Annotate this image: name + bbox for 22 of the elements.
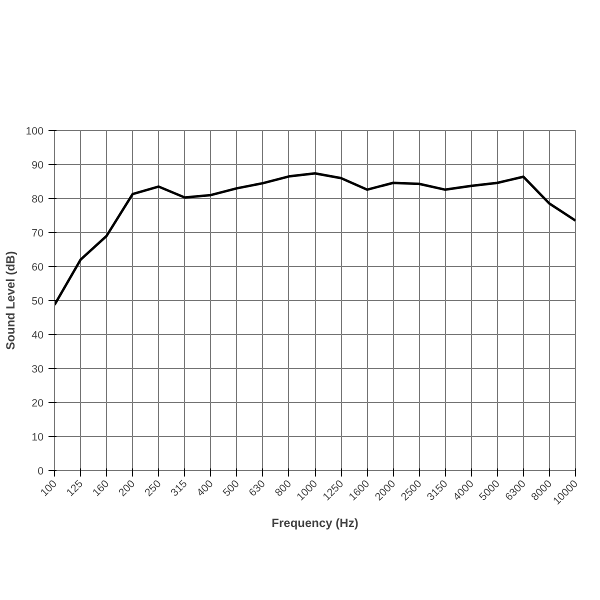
x-tick-label: 630: [246, 478, 268, 500]
y-tick-label: 80: [32, 194, 44, 206]
x-tick-label: 400: [194, 478, 216, 500]
x-tick-label: 315: [168, 478, 190, 500]
y-tick-label: 60: [32, 262, 44, 274]
y-tick-label: 70: [32, 228, 44, 240]
x-axis-title: Frequency (Hz): [272, 516, 358, 530]
y-tick-label: 10: [32, 432, 44, 444]
y-tick-label: 50: [32, 296, 44, 308]
y-tick-label: 40: [32, 330, 44, 342]
x-tick-label: 200: [116, 478, 138, 500]
x-tick-label: 125: [64, 478, 86, 500]
x-tick-label: 800: [272, 478, 294, 500]
x-tick-label: 250: [142, 478, 164, 500]
y-tick-label: 90: [32, 160, 44, 172]
y-tick-label: 100: [26, 126, 44, 138]
y-tick-label: 0: [38, 466, 44, 478]
x-tick-label: 160: [90, 478, 112, 500]
y-tick-label: 20: [32, 398, 44, 410]
y-tick-label: 30: [32, 364, 44, 376]
y-axis-title: Sound Level (dB): [4, 251, 18, 350]
x-tick-label: 500: [220, 478, 242, 500]
